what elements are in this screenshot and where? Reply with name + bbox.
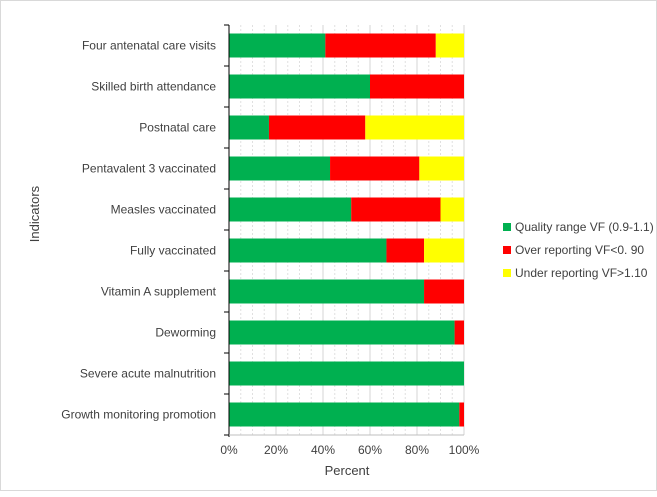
legend-item: Over reporting VF<0. 90 xyxy=(503,243,644,257)
bars-layer xyxy=(229,33,464,427)
bar-segment xyxy=(330,156,420,181)
bar-segment xyxy=(365,115,464,140)
bar-segment xyxy=(424,279,464,304)
category-label: Growth monitoring promotion xyxy=(61,408,216,422)
bar-segment xyxy=(419,156,464,181)
bar-segment xyxy=(229,402,460,427)
bar-segment xyxy=(229,115,269,140)
bar-segment xyxy=(229,320,455,345)
bar-segment xyxy=(454,320,464,345)
bar-segment xyxy=(440,197,464,222)
bar-segment xyxy=(229,156,331,181)
category-label: Vitamin A supplement xyxy=(101,285,217,299)
x-tick-label: 20% xyxy=(264,443,288,457)
bar-segment xyxy=(370,74,464,99)
category-label: Severe acute malnutrition xyxy=(80,367,216,381)
bar-segment xyxy=(351,197,441,222)
y-axis-title: Indicators xyxy=(27,185,42,242)
legend-swatch xyxy=(503,269,511,277)
legend-swatch xyxy=(503,223,511,231)
category-label: Deworming xyxy=(155,326,216,340)
bar-segment xyxy=(268,115,366,140)
bar-segment xyxy=(229,33,326,58)
category-labels: Four antenatal care visits Skilled birth … xyxy=(61,39,216,422)
bar-segment xyxy=(229,238,387,263)
x-tick-label: 80% xyxy=(405,443,429,457)
legend-label: Over reporting VF<0. 90 xyxy=(515,243,644,257)
bar-segment xyxy=(229,197,352,222)
category-label: Skilled birth attendance xyxy=(91,80,216,94)
legend-label: Quality range VF (0.9-1.1) xyxy=(515,220,654,234)
bar-segment xyxy=(424,238,464,263)
category-label: Postnatal care xyxy=(139,121,216,135)
legend-swatch xyxy=(503,246,511,254)
category-label: Fully vaccinated xyxy=(130,244,216,258)
category-label: Measles vaccinated xyxy=(111,203,216,217)
bar-segment xyxy=(459,402,464,427)
category-label: Four antenatal care visits xyxy=(82,39,216,53)
bar-segment xyxy=(386,238,425,263)
bar-segment xyxy=(325,33,436,58)
bar-segment xyxy=(435,33,464,58)
x-axis-title: Percent xyxy=(325,463,370,478)
category-label: Pentavalent 3 vaccinated xyxy=(82,162,216,176)
x-tick-label: 100% xyxy=(449,443,480,457)
bar-segment xyxy=(229,361,464,386)
x-tick-labels: 0% 20% 40% 60% 80% 100% xyxy=(220,443,479,457)
legend-label: Under reporting VF>1.10 xyxy=(515,266,648,280)
x-tick-label: 0% xyxy=(220,443,238,457)
legend-item: Under reporting VF>1.10 xyxy=(503,266,648,280)
x-tick-label: 60% xyxy=(358,443,382,457)
x-tick-label: 40% xyxy=(311,443,335,457)
bar-segment xyxy=(229,74,370,99)
legend: Quality range VF (0.9-1.1) Over reporting… xyxy=(503,220,654,280)
bar-segment xyxy=(229,279,425,304)
legend-item: Quality range VF (0.9-1.1) xyxy=(503,220,654,234)
axis-layer xyxy=(224,24,464,437)
